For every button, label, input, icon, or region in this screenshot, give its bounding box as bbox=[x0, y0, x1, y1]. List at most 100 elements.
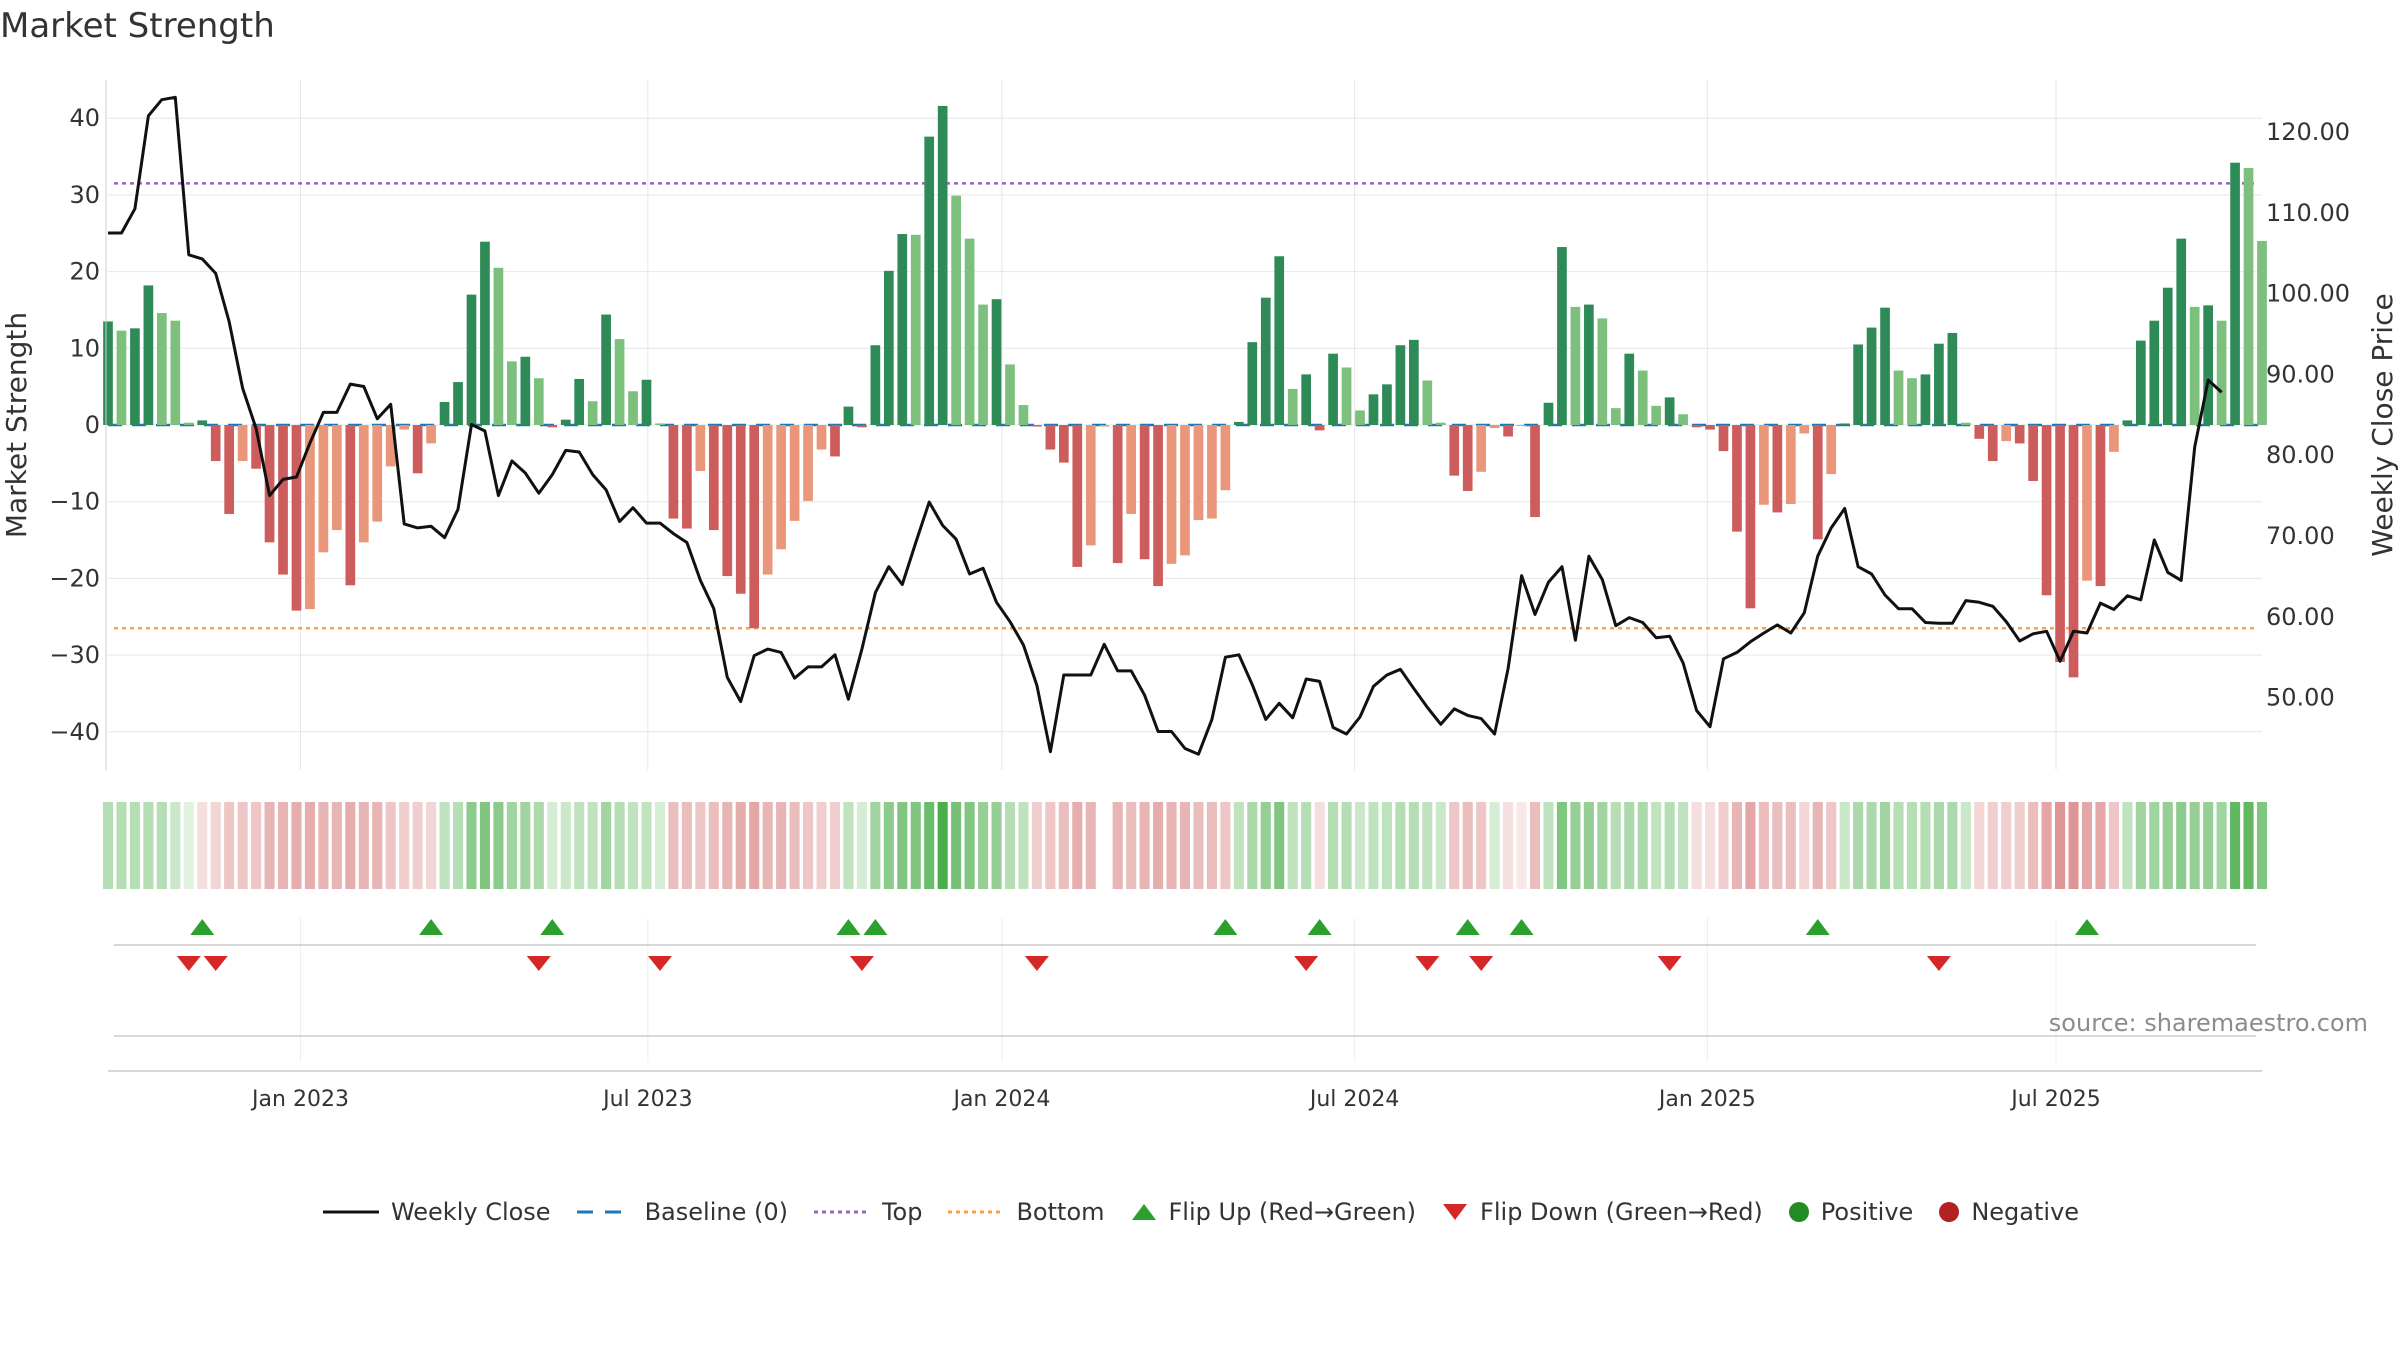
strength-bar bbox=[278, 425, 288, 575]
strength-bar bbox=[1368, 394, 1379, 425]
strength-bar bbox=[708, 425, 719, 531]
heat-cell bbox=[1476, 802, 1487, 889]
legend-item: Top bbox=[812, 1198, 922, 1226]
flip-up-marker bbox=[2074, 919, 2099, 935]
heat-cell bbox=[1664, 802, 1675, 889]
strength-bar bbox=[2189, 306, 2200, 425]
strength-bar bbox=[1893, 370, 1904, 425]
strength-bar bbox=[2068, 425, 2079, 678]
flip-up-marker bbox=[1213, 919, 1238, 935]
strength-bar bbox=[560, 419, 571, 425]
strength-bar bbox=[1934, 343, 1944, 425]
legend-dash-icon bbox=[575, 1202, 635, 1222]
flip-down-marker bbox=[1294, 956, 1319, 971]
legend-item: Baseline (0) bbox=[575, 1198, 788, 1226]
heat-cell bbox=[1179, 802, 1191, 889]
y2-tick-label: 80.00 bbox=[2266, 441, 2335, 469]
strength-bar bbox=[2082, 425, 2092, 581]
heat-cell bbox=[2216, 802, 2227, 889]
heat-cell bbox=[1651, 802, 1662, 889]
heat-cell bbox=[493, 802, 504, 889]
strength-bar bbox=[1799, 425, 1810, 434]
heat-cell bbox=[1678, 802, 1689, 889]
strength-bar bbox=[722, 425, 733, 577]
legend-item: Negative bbox=[1937, 1198, 2079, 1226]
heat-cell bbox=[1274, 802, 1285, 889]
strength-bar bbox=[1920, 374, 1931, 425]
flip-down-marker bbox=[647, 956, 672, 971]
heat-cell bbox=[1112, 802, 1123, 889]
heat-cell bbox=[1637, 802, 1648, 889]
strength-bar bbox=[358, 425, 369, 543]
heat-cell bbox=[385, 802, 396, 889]
legend-item: Weekly Close bbox=[321, 1198, 551, 1226]
legend-circle-green-icon bbox=[1787, 1200, 1811, 1224]
heat-cell bbox=[614, 802, 625, 889]
heat-cell bbox=[2028, 802, 2039, 889]
heat-cell bbox=[641, 802, 652, 889]
heat-cell bbox=[156, 802, 167, 889]
heat-cell bbox=[829, 802, 841, 889]
reference-lines bbox=[108, 182, 2262, 630]
heat-cell bbox=[735, 802, 746, 889]
heat-cell bbox=[1085, 802, 1096, 889]
strength-bar bbox=[1139, 425, 1150, 560]
strength-bar bbox=[789, 425, 800, 521]
strength-bar bbox=[2001, 425, 2012, 442]
strength-bar bbox=[1812, 425, 1823, 540]
heat-cell bbox=[1341, 802, 1352, 889]
flip-down-marker bbox=[176, 956, 201, 971]
strength-bar bbox=[1314, 425, 1325, 431]
heat-cell bbox=[964, 802, 975, 889]
strength-bar bbox=[1543, 402, 1554, 425]
heat-cell bbox=[991, 802, 1002, 889]
heat-cell bbox=[1785, 802, 1796, 889]
flip-up-marker bbox=[1455, 919, 1480, 935]
strength-bar bbox=[385, 425, 396, 467]
heat-cell bbox=[560, 802, 571, 889]
x-tick-label: Jul 2023 bbox=[601, 1087, 693, 1112]
strength-bar bbox=[345, 425, 356, 586]
strength-bar bbox=[1153, 425, 1163, 587]
strength-bar bbox=[2135, 340, 2146, 425]
strength-bar bbox=[2041, 425, 2052, 596]
strength-bar bbox=[2257, 240, 2267, 425]
heat-cell bbox=[318, 802, 329, 889]
heat-cell bbox=[1422, 802, 1433, 889]
strength-bar bbox=[628, 391, 638, 425]
legend-item: Flip Down (Green→Red) bbox=[1440, 1198, 1763, 1226]
y2-tick-label: 100.00 bbox=[2266, 280, 2350, 308]
strength-bar bbox=[237, 425, 248, 462]
strength-bar bbox=[251, 425, 261, 469]
heat-cell bbox=[264, 802, 275, 889]
strength-bar bbox=[1772, 425, 1783, 513]
strength-bar bbox=[991, 299, 1002, 425]
flip-down-marker bbox=[849, 956, 874, 971]
strength-bar bbox=[897, 234, 908, 425]
heat-cell bbox=[1866, 802, 1877, 889]
strength-bar bbox=[1759, 425, 1769, 505]
heat-cell bbox=[2243, 802, 2254, 889]
heat-cell bbox=[1031, 802, 1042, 889]
strength-bar bbox=[130, 328, 140, 425]
strength-bar bbox=[1301, 374, 1312, 425]
legend-item: Positive bbox=[1787, 1198, 1913, 1226]
strength-bar bbox=[2095, 425, 2106, 587]
market-strength-chart: 40 30 20 10 0 −10 −20 −30 −40 120.00 110.00 100.00 9… bbox=[0, 80, 2399, 1112]
strength-bar bbox=[1382, 384, 1392, 425]
heat-cell bbox=[627, 802, 639, 889]
strength-bar bbox=[951, 195, 961, 425]
heat-cell bbox=[1691, 802, 1702, 889]
heat-cell bbox=[1947, 802, 1958, 889]
heat-cell bbox=[1462, 802, 1473, 889]
heat-cell bbox=[2162, 802, 2173, 889]
x-tick-label: Jul 2024 bbox=[1308, 1087, 1400, 1112]
y-tick-label: −10 bbox=[49, 488, 100, 516]
strength-bar bbox=[830, 425, 840, 457]
strength-bar bbox=[1785, 425, 1796, 505]
strength-bar bbox=[1449, 425, 1460, 476]
strength-bar bbox=[574, 378, 585, 425]
strength-bar bbox=[641, 379, 652, 425]
strength-bar bbox=[1651, 405, 1662, 425]
strength-bar bbox=[1462, 425, 1473, 491]
